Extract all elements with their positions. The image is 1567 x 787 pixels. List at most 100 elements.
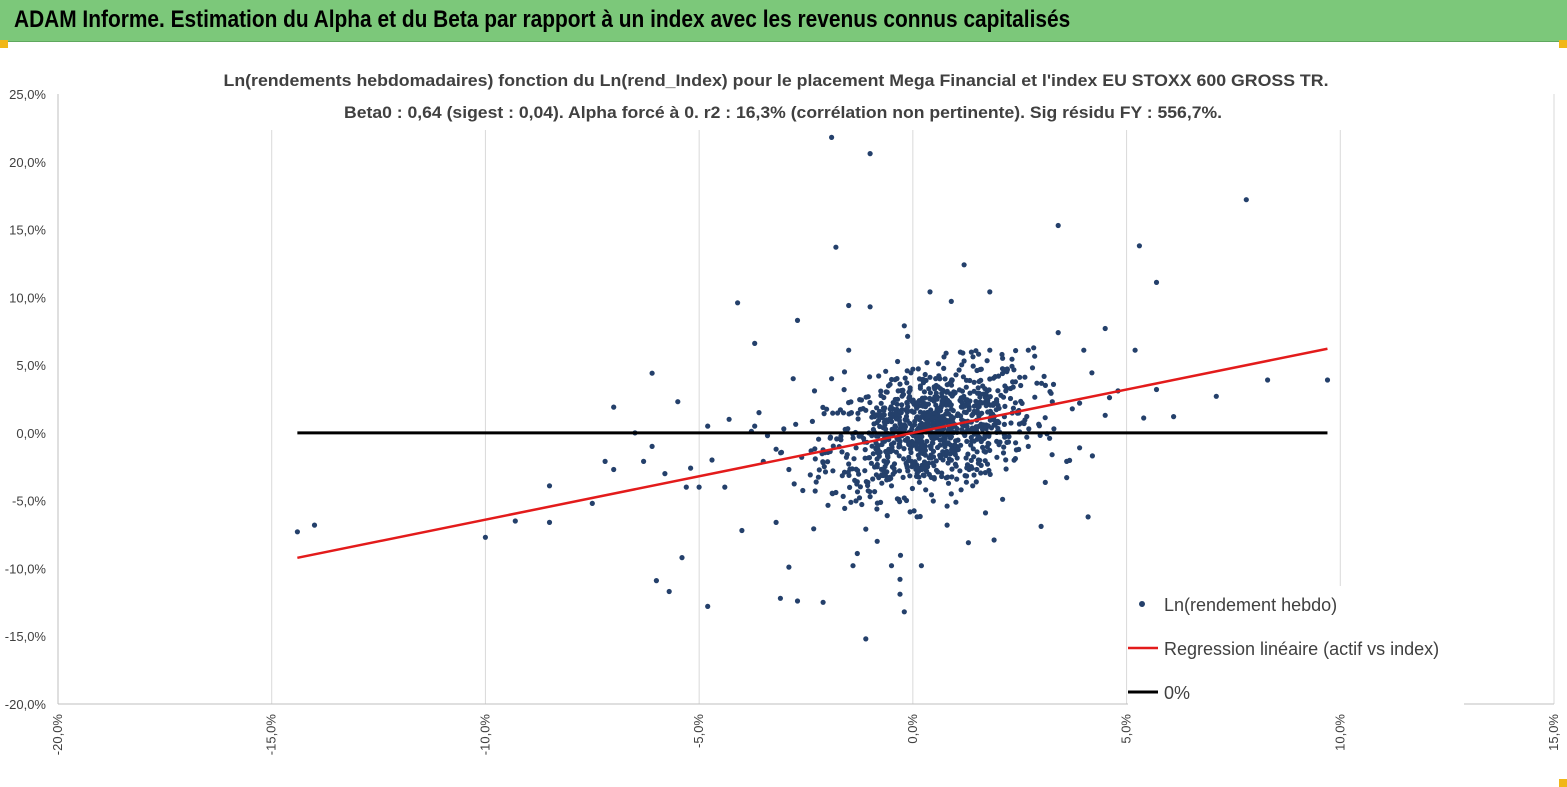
scatter-point <box>982 458 988 464</box>
scatter-point <box>830 443 836 449</box>
scatter-point <box>829 490 835 496</box>
scatter-point <box>896 436 902 442</box>
scatter-point <box>294 529 300 535</box>
x-tick-label: 15,0% <box>1546 714 1561 751</box>
scatter-point <box>945 474 951 480</box>
scatter-point <box>966 466 972 473</box>
scatter-point <box>838 433 844 439</box>
scatter-point <box>895 358 901 365</box>
scatter-point <box>920 413 926 419</box>
scatter-point <box>876 373 882 379</box>
scatter-point <box>794 598 801 604</box>
scatter-point <box>954 476 960 482</box>
scatter-point <box>781 426 787 432</box>
scatter-point <box>641 458 647 464</box>
scatter-point <box>921 473 927 479</box>
scatter-point <box>1324 377 1331 383</box>
scatter-point <box>863 636 869 642</box>
legend-label-zero: 0% <box>1164 683 1190 703</box>
scatter-point <box>879 441 885 448</box>
scatter-point <box>924 360 930 366</box>
scatter-point <box>968 434 974 441</box>
scatter-point <box>944 388 950 394</box>
scatter-point <box>950 415 956 421</box>
scatter-point <box>869 433 875 439</box>
scatter-point <box>964 462 971 468</box>
scatter-point <box>870 476 876 482</box>
scatter-point <box>883 461 889 467</box>
scatter-point <box>987 289 993 295</box>
scatter-point <box>982 510 989 516</box>
scatter-point <box>834 436 840 442</box>
scatter-point <box>900 387 906 393</box>
scatter-point <box>897 552 904 558</box>
scatter-point <box>1243 197 1249 203</box>
scatter-point <box>948 491 954 497</box>
scatter-point <box>1049 452 1055 458</box>
scatter-point <box>857 406 864 412</box>
scatter-point <box>841 369 848 375</box>
scatter-point <box>853 445 859 451</box>
scatter-point <box>849 466 855 472</box>
scatter-point <box>967 390 973 396</box>
scatter-point <box>970 354 976 360</box>
scatter-point <box>958 487 964 493</box>
scatter-point <box>937 442 943 448</box>
scatter-point <box>870 451 876 457</box>
scatter-point <box>1081 347 1087 353</box>
scatter-point <box>992 374 998 380</box>
scatter-point <box>901 456 907 462</box>
scatter-point <box>937 455 944 461</box>
scatter-point <box>675 399 681 405</box>
scatter-point <box>649 370 655 376</box>
scatter-point <box>850 563 856 569</box>
scatter-point <box>1016 421 1023 427</box>
scatter-point <box>948 406 955 412</box>
scatter-point <box>939 394 945 400</box>
scatter-point <box>927 390 934 396</box>
scatter-point <box>874 538 880 544</box>
scatter-point <box>1089 370 1095 376</box>
scatter-point <box>1055 330 1061 336</box>
scatter-point <box>914 437 920 443</box>
y-tick-label: 15,0% <box>9 223 46 238</box>
scatter-point <box>953 438 959 444</box>
scatter-point <box>915 452 921 458</box>
scatter-point <box>1010 384 1016 390</box>
scatter-point <box>952 461 959 467</box>
scatter-point <box>907 385 913 391</box>
scatter-point <box>922 371 928 378</box>
scatter-point <box>1007 395 1014 402</box>
scatter-point <box>874 464 880 470</box>
scatter-point <box>688 465 694 471</box>
scatter-point <box>985 397 991 403</box>
scatter-point <box>879 480 885 486</box>
scatter-point <box>948 402 954 408</box>
scatter-point <box>1024 434 1030 440</box>
scatter-point <box>974 466 980 473</box>
scatter-point <box>914 405 920 411</box>
scatter-point <box>879 414 885 421</box>
scatter-point <box>963 479 970 485</box>
scatter-point <box>847 484 853 490</box>
scatter-point <box>926 386 932 392</box>
scatter-point <box>1029 365 1036 371</box>
scatter-point <box>965 451 971 457</box>
scatter-point <box>978 366 984 372</box>
scatter-point <box>870 426 877 433</box>
scatter-point <box>906 395 912 401</box>
scatter-point <box>1153 386 1160 393</box>
scatter-point <box>991 537 997 543</box>
scatter-point <box>649 443 655 449</box>
scatter-point <box>987 347 993 353</box>
scatter-point <box>955 411 961 417</box>
top-right-corner-marker <box>1559 40 1567 48</box>
scatter-point <box>959 417 965 423</box>
scatter-point <box>958 442 964 448</box>
scatter-point <box>978 438 984 445</box>
scatter-point <box>853 498 859 504</box>
scatter-point <box>1001 421 1008 427</box>
scatter-point <box>1012 400 1019 406</box>
scatter-point <box>875 450 881 456</box>
scatter-point <box>846 411 852 417</box>
